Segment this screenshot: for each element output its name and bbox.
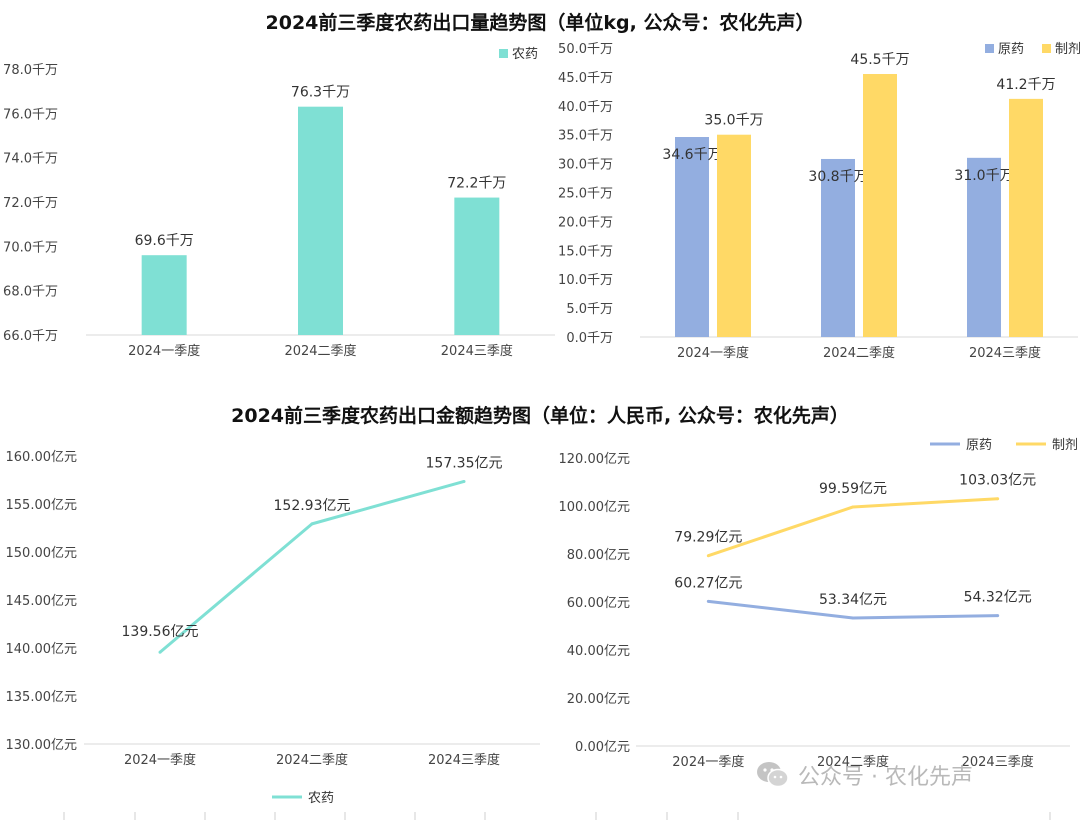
y-tick-label: 155.00亿元 [6,498,78,513]
bar [1009,98,1043,337]
data-point [310,522,314,526]
chart-title-export-value: 2024前三季度农药出口金额趋势图（单位：人民币, 公众号：农化先声） [231,405,849,427]
legend-label: 原药 [998,42,1024,57]
legend-label: 制剂 [1052,438,1078,453]
y-tick-label: 5.0千万 [566,302,613,317]
y-tick-label: 0.00亿元 [575,740,630,755]
legend-swatch [985,44,994,53]
y-tick-label: 40.00亿元 [567,644,630,659]
y-tick-label: 74.0千万 [3,152,58,167]
data-label: 35.0千万 [704,113,763,129]
data-point [996,614,1000,618]
data-label: 76.3千万 [291,85,350,101]
y-tick-label: 140.00亿元 [6,642,78,657]
bar [675,137,709,337]
y-tick-label: 15.0千万 [558,244,613,259]
data-point [462,479,466,483]
data-label: 103.03亿元 [959,473,1036,489]
y-tick-label: 130.00亿元 [6,738,78,753]
legend-label: 制剂 [1055,42,1080,57]
data-label: 72.2千万 [447,176,506,192]
y-tick-label: 100.00亿元 [559,500,631,515]
data-point [158,650,162,654]
y-tick-label: 135.00亿元 [6,690,78,705]
y-tick-label: 80.00亿元 [567,548,630,563]
chart-title-export-volume: 2024前三季度农药出口量趋势图（单位kg, 公众号：农化先声） [265,12,815,34]
data-label: 41.2千万 [996,77,1055,93]
y-tick-label: 40.0千万 [558,100,613,115]
data-label: 157.35亿元 [426,455,503,471]
bottom-edge-ticks [63,812,1051,820]
bar [821,158,855,337]
y-tick-label: 68.0千万 [3,285,58,300]
data-label: 79.29亿元 [674,530,742,546]
data-label: 60.27亿元 [674,575,742,591]
data-label: 45.5千万 [850,52,909,68]
data-label: 99.59亿元 [819,481,887,497]
bar [141,255,187,335]
x-tick-label: 2024三季度 [962,754,1034,770]
data-label: 30.8千万 [808,169,867,185]
x-tick-label: 2024二季度 [823,345,895,361]
x-tick-label: 2024二季度 [817,754,889,770]
x-tick-label: 2024一季度 [672,754,744,770]
legend-swatch [1042,44,1051,53]
data-point [851,505,855,509]
x-tick-label: 2024二季度 [276,752,348,768]
y-tick-label: 0.0千万 [566,331,613,346]
legend-label: 原药 [966,438,992,453]
y-tick-label: 35.0千万 [558,129,613,144]
y-tick-label: 76.0千万 [3,107,58,122]
y-tick-label: 78.0千万 [3,63,58,78]
legend-label: 农药 [308,791,334,806]
data-label: 152.93亿元 [274,498,351,514]
data-point [706,599,710,603]
y-tick-label: 70.0千万 [3,240,58,255]
data-label: 139.56亿元 [122,624,199,640]
y-tick-label: 120.00亿元 [559,452,631,467]
x-tick-label: 2024三季度 [428,752,500,768]
x-tick-label: 2024一季度 [128,343,200,359]
bar [717,134,751,337]
y-tick-label: 30.0千万 [558,158,613,173]
y-tick-label: 25.0千万 [558,187,613,202]
legend-swatch [499,49,508,58]
y-tick-label: 45.0千万 [558,71,613,86]
data-label: 53.34亿元 [819,592,887,608]
y-tick-label: 20.0千万 [558,215,613,230]
x-tick-label: 2024一季度 [124,752,196,768]
y-tick-label: 10.0千万 [558,273,613,288]
x-tick-label: 2024三季度 [969,345,1041,361]
y-tick-label: 66.0千万 [3,329,58,344]
data-point [706,554,710,558]
bar [454,197,500,335]
y-tick-label: 60.00亿元 [567,596,630,611]
wechat-icon [757,762,789,788]
bar [967,157,1001,337]
y-tick-label: 50.0千万 [558,42,613,57]
x-tick-label: 2024三季度 [441,343,513,359]
x-tick-label: 2024一季度 [677,345,749,361]
data-label: 34.6千万 [662,147,721,163]
bar [298,106,343,335]
y-tick-label: 160.00亿元 [6,450,78,465]
y-tick-label: 20.00亿元 [567,692,630,707]
y-tick-label: 72.0千万 [3,196,58,211]
x-tick-label: 2024二季度 [284,343,356,359]
data-label: 54.32亿元 [964,590,1032,606]
data-point [851,616,855,620]
y-tick-label: 145.00亿元 [6,594,78,609]
watermark: 公众号 · 农化先声 [756,757,973,793]
data-point [996,497,1000,501]
y-tick-label: 150.00亿元 [6,546,78,561]
data-label: 69.6千万 [135,233,194,249]
legend-label: 农药 [512,47,538,62]
watermark-text: 公众号 · 农化先声 [798,765,973,790]
data-label: 31.0千万 [954,168,1013,184]
bar [863,74,897,337]
